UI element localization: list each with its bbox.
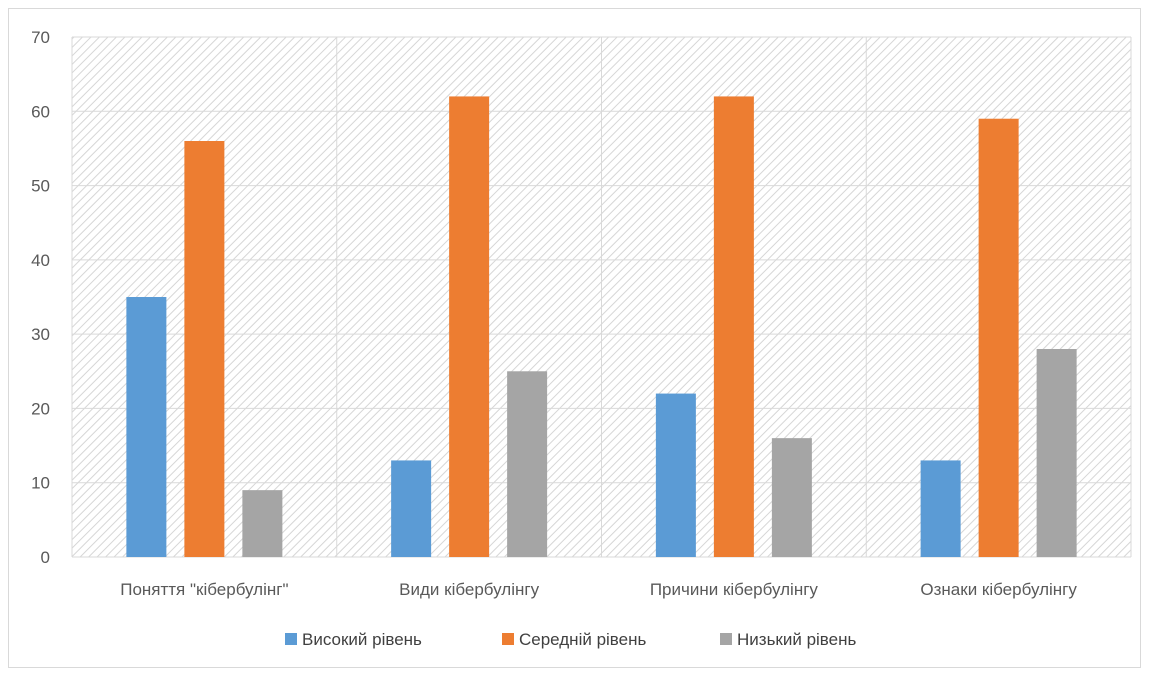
y-tick-label: 30 xyxy=(31,325,50,344)
x-category-label: Види кібербулінгу xyxy=(399,580,539,599)
y-tick-label: 50 xyxy=(31,177,50,196)
bar-1-3 xyxy=(655,393,696,557)
y-tick-label: 70 xyxy=(31,28,50,47)
bar-2-2 xyxy=(449,96,490,557)
x-category-label: Ознаки кібербулінгу xyxy=(920,580,1077,599)
bars xyxy=(126,96,1077,557)
legend-swatch xyxy=(285,633,297,645)
bar-2-1 xyxy=(184,141,225,557)
bar-3-4 xyxy=(1036,349,1077,557)
bar-3-1 xyxy=(242,490,283,557)
y-tick-label: 20 xyxy=(31,399,50,418)
x-category-label: Причини кібербулінгу xyxy=(650,580,819,599)
y-tick-label: 10 xyxy=(31,474,50,493)
legend-label: Високий рівень xyxy=(302,630,422,649)
bar-1-1 xyxy=(126,297,167,557)
legend-label: Середній рівень xyxy=(519,630,646,649)
legend: Високий рівень Середній рівень Низький рів… xyxy=(285,630,856,649)
bar-1-4 xyxy=(920,460,961,557)
bar-3-3 xyxy=(771,438,812,557)
legend-label: Низький рівень xyxy=(737,630,856,649)
y-tick-label: 40 xyxy=(31,251,50,270)
y-axis-ticks: 0 10 20 30 40 50 60 70 xyxy=(31,28,50,567)
bar-2-4 xyxy=(978,118,1019,557)
bar-3-2 xyxy=(507,371,548,557)
x-category-label: Поняття "кібербулінг" xyxy=(120,580,288,599)
legend-swatch xyxy=(502,633,514,645)
bar-2-3 xyxy=(713,96,754,557)
y-tick-label: 60 xyxy=(31,102,50,121)
gridlines xyxy=(71,36,1132,558)
y-tick-label: 0 xyxy=(41,548,50,567)
bar-1-2 xyxy=(391,460,432,557)
legend-swatch xyxy=(720,633,732,645)
x-axis-labels: Поняття "кібербулінг" Види кібербулінгу Пр… xyxy=(120,580,1077,599)
